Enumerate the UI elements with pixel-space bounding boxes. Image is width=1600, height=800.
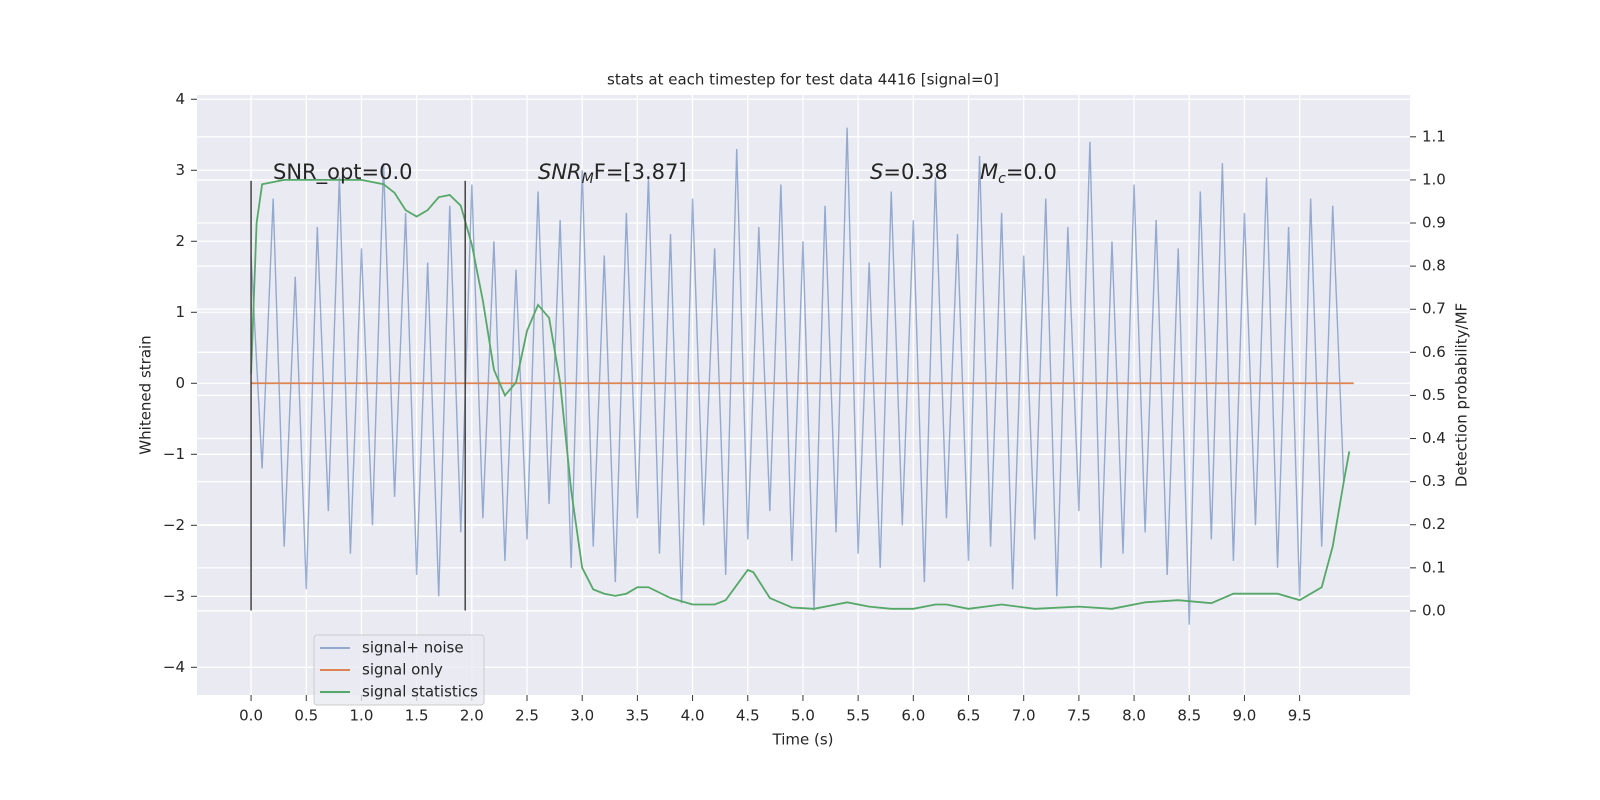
y2-axis-label: Detection probability/MF — [1453, 303, 1471, 487]
x-tick-label: 9.5 — [1288, 707, 1312, 725]
y-tick-label: 1 — [175, 303, 185, 321]
legend-label: signal+ noise — [362, 639, 464, 657]
annotation-part: M — [980, 160, 998, 184]
series-line — [250, 127, 1345, 625]
annotation-part: M — [582, 171, 594, 187]
y2-tick-label: 1.0 — [1422, 170, 1446, 188]
y2-tick-label: 0.7 — [1422, 300, 1446, 318]
y2-tick-label: 0.5 — [1422, 386, 1446, 404]
x-tick-label: 4.5 — [736, 707, 760, 725]
chart-title: stats at each timestep for test data 441… — [607, 71, 999, 89]
y2-tick-label: 0.4 — [1422, 429, 1446, 447]
y-tick-label: 2 — [175, 232, 185, 250]
annotation: SNRMF=[3.87] — [538, 160, 687, 187]
annotation: Mc=0.0 — [980, 160, 1057, 187]
y-tick-label: −1 — [163, 445, 185, 463]
annotation: S=0.38 — [870, 160, 948, 184]
annotation-part: SNR — [538, 160, 582, 184]
x-tick-label: 8.5 — [1177, 707, 1201, 725]
annotation-part: =0.38 — [883, 160, 947, 184]
x-tick-label: 5.5 — [846, 707, 870, 725]
annotation-part: =0.0 — [1006, 160, 1057, 184]
y-tick-label: −4 — [163, 658, 185, 676]
annotation-part: SNR_opt=0.0 — [273, 160, 413, 185]
y2-tick-label: 0.9 — [1422, 214, 1446, 232]
x-tick-label: 7.5 — [1067, 707, 1091, 725]
annotation: SNR_opt=0.0 — [273, 160, 413, 185]
y-axis-label: Whitened strain — [137, 335, 155, 454]
series-line — [250, 179, 1351, 610]
x-tick-label: 0.0 — [239, 707, 263, 725]
annotation-part: c — [998, 171, 1006, 187]
y2-tick-label: 0.3 — [1422, 472, 1446, 490]
x-tick-label: 1.0 — [350, 707, 374, 725]
y2-tick-label: 0.2 — [1422, 515, 1446, 533]
x-tick-label: 3.0 — [570, 707, 594, 725]
y2-tick-label: 1.1 — [1422, 127, 1446, 145]
y2-tick-label: 0.8 — [1422, 257, 1446, 275]
legend-box — [313, 634, 485, 706]
x-tick-label: 6.0 — [901, 707, 925, 725]
x-tick-label: 2.5 — [515, 707, 539, 725]
y2-tick-label: 0.0 — [1422, 601, 1446, 619]
legend-label: signal only — [362, 661, 443, 679]
annotation-part: F=[3.87] — [594, 160, 687, 184]
y-tick-label: 3 — [175, 161, 185, 179]
x-tick-label: 5.0 — [791, 707, 815, 725]
legend: signal+ noise signal only signal statistic… — [313, 634, 485, 706]
x-tick-label: 0.5 — [294, 707, 318, 725]
x-tick-label: 1.5 — [405, 707, 429, 725]
y-tick-label: −3 — [163, 587, 185, 605]
y-tick-label: −2 — [163, 516, 185, 534]
x-tick-label: 9.0 — [1233, 707, 1257, 725]
y2-tick-label: 0.1 — [1422, 558, 1446, 576]
x-axis-label: Time (s) — [772, 731, 834, 749]
x-tick-label: 2.0 — [460, 707, 484, 725]
y2-tick-label: 0.6 — [1422, 343, 1446, 361]
x-tick-label: 4.0 — [681, 707, 705, 725]
x-tick-label: 8.0 — [1122, 707, 1146, 725]
y-tick-label: 0 — [175, 374, 185, 392]
x-tick-label: 7.0 — [1012, 707, 1036, 725]
legend-label: signal statistics — [362, 683, 478, 701]
annotation-part: S — [870, 160, 883, 184]
y-tick-label: 4 — [175, 90, 185, 108]
x-tick-label: 6.5 — [957, 707, 981, 725]
x-tick-label: 3.5 — [625, 707, 649, 725]
